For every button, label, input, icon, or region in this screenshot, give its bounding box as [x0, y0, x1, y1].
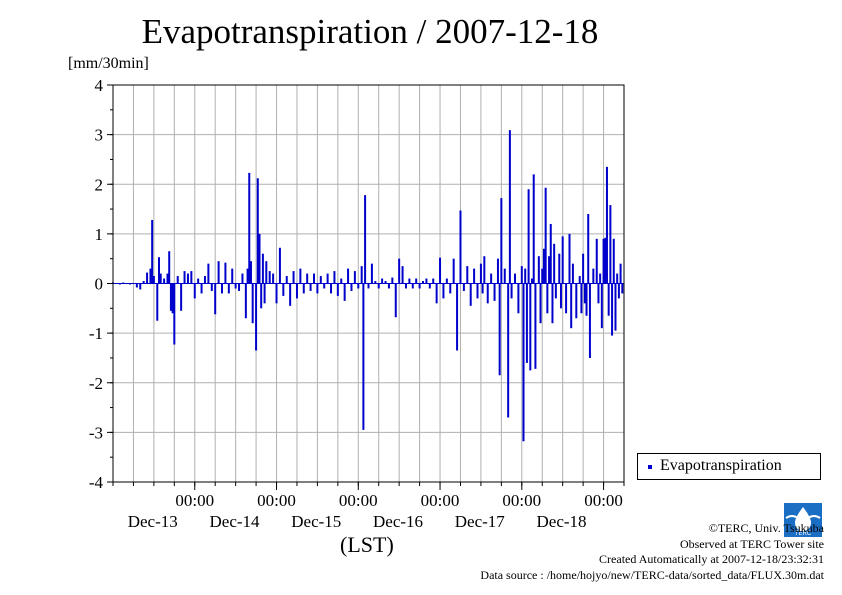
terc-logo: TERC: [784, 503, 822, 537]
legend: Evapotranspiration: [637, 453, 821, 480]
x-tick-date: Dec-17: [455, 512, 506, 531]
x-tick-time: 00:00: [339, 491, 378, 510]
y-tick-label: -4: [89, 473, 104, 492]
legend-symbol: [648, 465, 652, 469]
logo-drop-icon: [795, 507, 811, 531]
y-tick-label: -3: [89, 423, 103, 442]
y-tick-label: 2: [95, 175, 104, 194]
x-tick-date: Dec-16: [373, 512, 423, 531]
chart-title: Evapotranspiration / 2007-12-18: [141, 12, 599, 51]
y-tick-label: -1: [89, 324, 103, 343]
x-tick-date: Dec-18: [537, 512, 587, 531]
credit-site: Observed at TERC Tower site: [679, 536, 824, 551]
x-tick-time: 00:00: [584, 491, 623, 510]
logo-wave-icon: [785, 515, 821, 519]
credits: ©TERC, Univ. Tsukuba Observed at TERC To…: [480, 521, 824, 583]
y-axis-label: [mm/30min]: [68, 55, 149, 72]
y-tick-label: -2: [89, 374, 103, 393]
y-tick-label: 3: [95, 126, 104, 145]
credit-created: Created Automatically at 2007-12-18/23:3…: [599, 552, 824, 566]
x-tick-time: 00:00: [421, 491, 460, 510]
logo-text: TERC: [795, 531, 812, 537]
x-tick-time: 00:00: [257, 491, 296, 510]
y-tick-label: 4: [95, 76, 104, 95]
y-tick-label: 1: [95, 225, 104, 244]
y-tick-label: 0: [95, 275, 104, 294]
x-tick-date: Dec-13: [128, 512, 178, 531]
x-tick-time: 00:00: [175, 491, 214, 510]
credit-copyright: ©TERC, Univ. Tsukuba: [708, 521, 824, 535]
x-axis-label: (LST): [340, 532, 394, 557]
credit-source: Data source : /home/hojyo/new/TERC-data/…: [480, 567, 824, 582]
x-tick-time: 00:00: [502, 491, 541, 510]
x-tick-date: Dec-14: [210, 512, 261, 531]
x-tick-date: Dec-15: [291, 512, 341, 531]
legend-label: Evapotranspiration: [660, 457, 782, 474]
plot-frame: [112, 84, 625, 483]
